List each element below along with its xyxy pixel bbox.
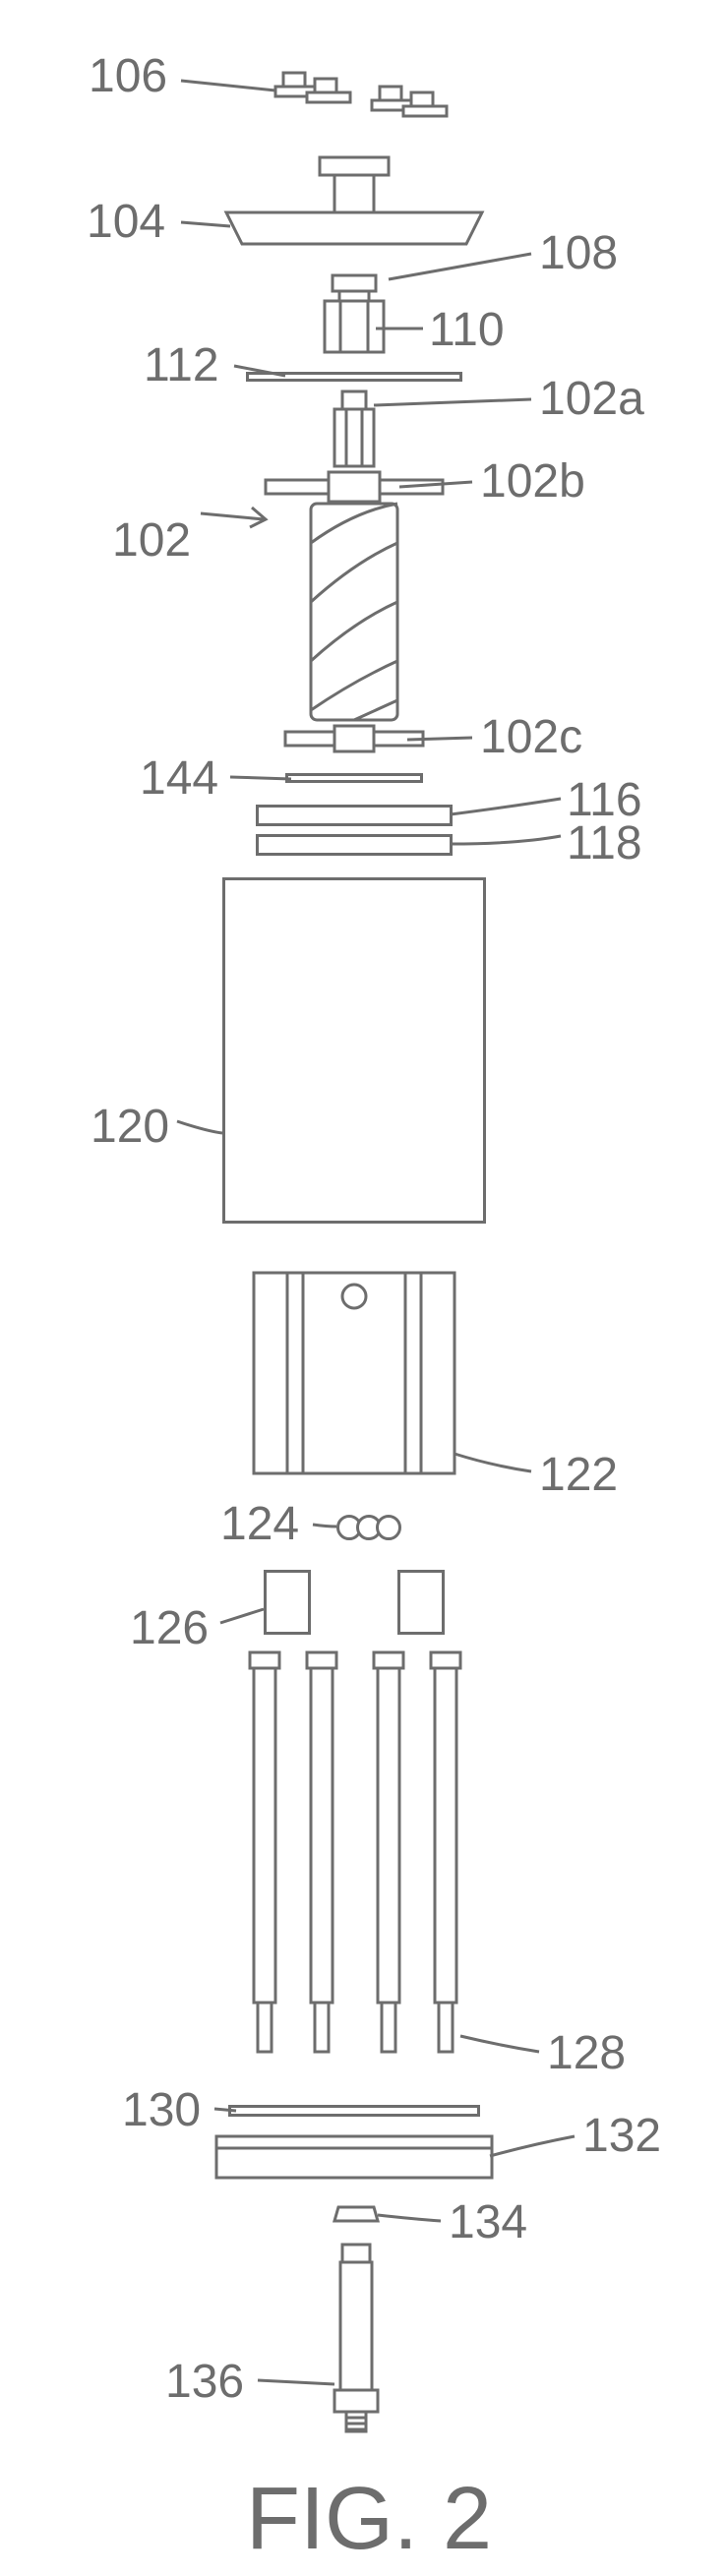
label-144: 144 <box>140 751 218 806</box>
part-104 <box>226 157 482 256</box>
part-124-ring <box>376 1515 401 1540</box>
part-126 <box>397 1570 445 1635</box>
label-122: 122 <box>539 1448 618 1502</box>
label-124: 124 <box>220 1497 299 1551</box>
part-126 <box>264 1570 311 1635</box>
label-102: 102 <box>112 513 191 568</box>
label-106: 106 <box>89 49 167 103</box>
part-144 <box>285 773 423 783</box>
label-102b: 102b <box>480 454 585 509</box>
label-104: 104 <box>87 195 165 249</box>
part-134 <box>334 2207 378 2231</box>
part-120 <box>222 877 486 1224</box>
label-120: 120 <box>91 1100 169 1154</box>
figure-canvas: 106 104 108 110 112 102a 102b 102 102c 1… <box>0 0 727 2576</box>
label-108: 108 <box>539 226 618 280</box>
label-110: 110 <box>429 303 505 357</box>
figure-caption: FIG. 2 <box>246 2469 492 2570</box>
label-130: 130 <box>122 2083 201 2137</box>
part-102-shaft <box>295 504 413 730</box>
label-132: 132 <box>582 2109 661 2163</box>
label-112: 112 <box>144 338 219 392</box>
part-130 <box>228 2105 480 2117</box>
part-108-110 <box>315 275 394 360</box>
part-106 <box>275 69 453 128</box>
part-136 <box>334 2245 378 2441</box>
label-118: 118 <box>567 816 642 870</box>
label-128: 128 <box>547 2026 626 2080</box>
label-136: 136 <box>165 2355 244 2409</box>
part-116 <box>256 805 453 826</box>
part-102c <box>285 726 423 755</box>
label-134: 134 <box>449 2195 527 2249</box>
part-122 <box>254 1273 454 1479</box>
label-126: 126 <box>130 1601 209 1655</box>
part-102a <box>329 391 380 470</box>
label-102a: 102a <box>539 372 644 426</box>
part-132 <box>216 2136 492 2184</box>
part-118 <box>256 834 453 856</box>
label-102c: 102c <box>480 710 582 764</box>
part-128-rods <box>246 1652 466 2075</box>
part-112 <box>246 372 462 382</box>
